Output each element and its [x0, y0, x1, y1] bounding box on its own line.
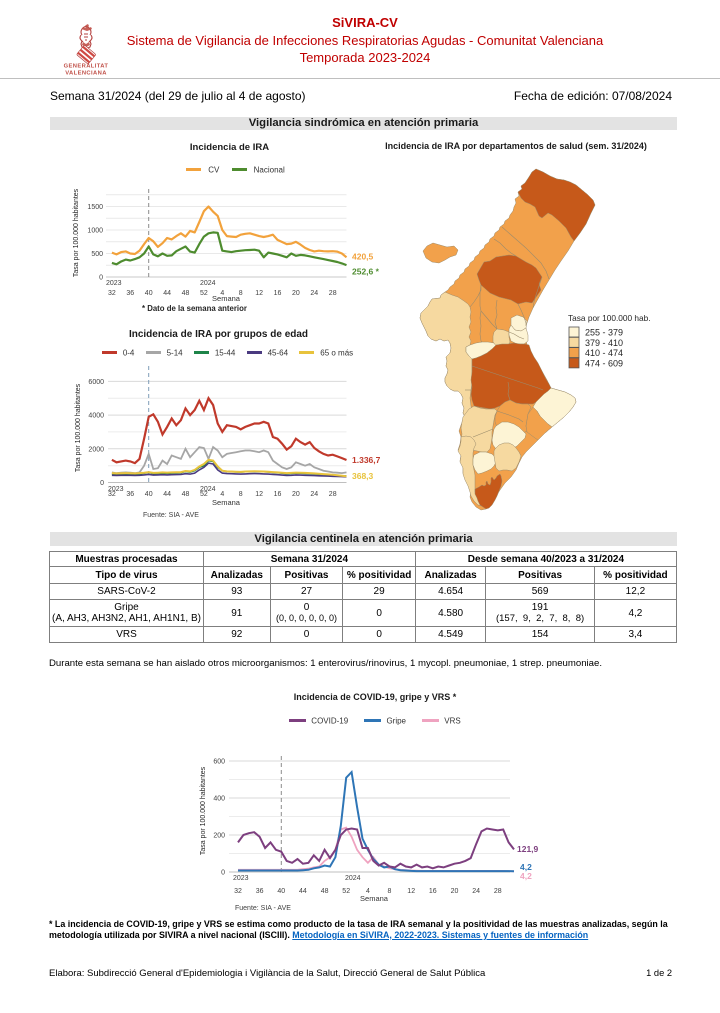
svg-text:2024: 2024 [200, 280, 216, 287]
svg-text:252,6 *: 252,6 * [352, 267, 380, 277]
svg-text:40: 40 [277, 888, 285, 895]
svg-text:24: 24 [472, 888, 480, 895]
svg-text:24: 24 [310, 491, 318, 498]
svg-text:52: 52 [200, 491, 208, 498]
svg-text:6000: 6000 [88, 379, 104, 386]
svg-text:1.336,7: 1.336,7 [352, 455, 381, 465]
svg-text:44: 44 [163, 290, 171, 297]
svg-text:4,2: 4,2 [520, 862, 532, 872]
svg-text:36: 36 [126, 491, 134, 498]
svg-text:24: 24 [310, 290, 318, 297]
svg-text:8: 8 [388, 888, 392, 895]
svg-text:28: 28 [329, 491, 337, 498]
svg-text:52: 52 [342, 888, 350, 895]
svg-text:36: 36 [126, 290, 134, 297]
svg-text:Tasa por 100.000 habitantes: Tasa por 100.000 habitantes [200, 766, 207, 855]
svg-text:44: 44 [299, 888, 307, 895]
svg-text:368,3: 368,3 [352, 471, 374, 481]
svg-text:4: 4 [366, 888, 370, 895]
svg-text:GENERALITAT: GENERALITAT [64, 64, 109, 70]
svg-text:379 - 410: 379 - 410 [585, 338, 623, 348]
svg-text:500: 500 [91, 251, 103, 258]
svg-text:40: 40 [145, 290, 153, 297]
svg-text:8: 8 [239, 491, 243, 498]
svg-text:12: 12 [407, 888, 415, 895]
svg-text:32: 32 [108, 290, 116, 297]
svg-text:VALENCIANA: VALENCIANA [65, 71, 107, 77]
svg-text:Semana: Semana [360, 894, 389, 903]
svg-text:200: 200 [213, 833, 225, 840]
svg-text:12: 12 [255, 290, 263, 297]
svg-text:Tasa por 100.000 hab.: Tasa por 100.000 hab. [568, 313, 651, 323]
svg-text:1500: 1500 [87, 204, 103, 211]
svg-text:2000: 2000 [88, 446, 104, 453]
svg-text:4: 4 [220, 290, 224, 297]
svg-text:400: 400 [213, 796, 225, 803]
svg-text:Fuente: SIA - AVE: Fuente: SIA - AVE [235, 905, 291, 912]
svg-text:32: 32 [234, 888, 242, 895]
svg-text:420,5: 420,5 [352, 252, 374, 262]
svg-text:121,9: 121,9 [517, 844, 539, 854]
svg-text:Fuente: SIA - AVE: Fuente: SIA - AVE [143, 512, 199, 519]
svg-text:48: 48 [321, 888, 329, 895]
svg-text:28: 28 [329, 290, 337, 297]
svg-text:20: 20 [292, 290, 300, 297]
svg-text:48: 48 [182, 491, 190, 498]
svg-text:12: 12 [255, 491, 263, 498]
svg-text:0: 0 [99, 275, 103, 282]
svg-text:2023: 2023 [106, 280, 122, 287]
svg-text:410 - 474: 410 - 474 [585, 348, 623, 358]
svg-text:Tasa por 100.000 habitantes: Tasa por 100.000 habitantes [73, 188, 80, 277]
svg-text:1000: 1000 [87, 228, 103, 235]
svg-text:Semana: Semana [212, 498, 241, 507]
svg-text:2023: 2023 [233, 875, 249, 882]
svg-text:44: 44 [163, 491, 171, 498]
svg-text:52: 52 [200, 290, 208, 297]
svg-text:4000: 4000 [88, 413, 104, 420]
svg-text:0: 0 [100, 480, 104, 487]
svg-text:36: 36 [256, 888, 264, 895]
svg-text:255 - 379: 255 - 379 [585, 328, 623, 338]
svg-text:40: 40 [145, 491, 153, 498]
svg-text:600: 600 [213, 759, 225, 766]
svg-text:8: 8 [239, 290, 243, 297]
svg-text:28: 28 [494, 888, 502, 895]
svg-text:16: 16 [274, 290, 282, 297]
svg-text:20: 20 [451, 888, 459, 895]
svg-text:4,2: 4,2 [520, 871, 532, 881]
svg-text:32: 32 [108, 491, 116, 498]
svg-text:474 - 609: 474 - 609 [585, 358, 623, 368]
svg-text:16: 16 [274, 491, 282, 498]
svg-text:Semana: Semana [212, 294, 241, 303]
svg-text:4: 4 [220, 491, 224, 498]
svg-text:48: 48 [182, 290, 190, 297]
svg-text:16: 16 [429, 888, 437, 895]
svg-text:20: 20 [292, 491, 300, 498]
svg-text:2024: 2024 [200, 486, 216, 493]
svg-text:0: 0 [221, 870, 225, 877]
svg-text:2023: 2023 [108, 486, 124, 493]
svg-text:Tasa por 100.000 habitantes: Tasa por 100.000 habitantes [75, 383, 82, 472]
svg-text:2024: 2024 [345, 875, 361, 882]
